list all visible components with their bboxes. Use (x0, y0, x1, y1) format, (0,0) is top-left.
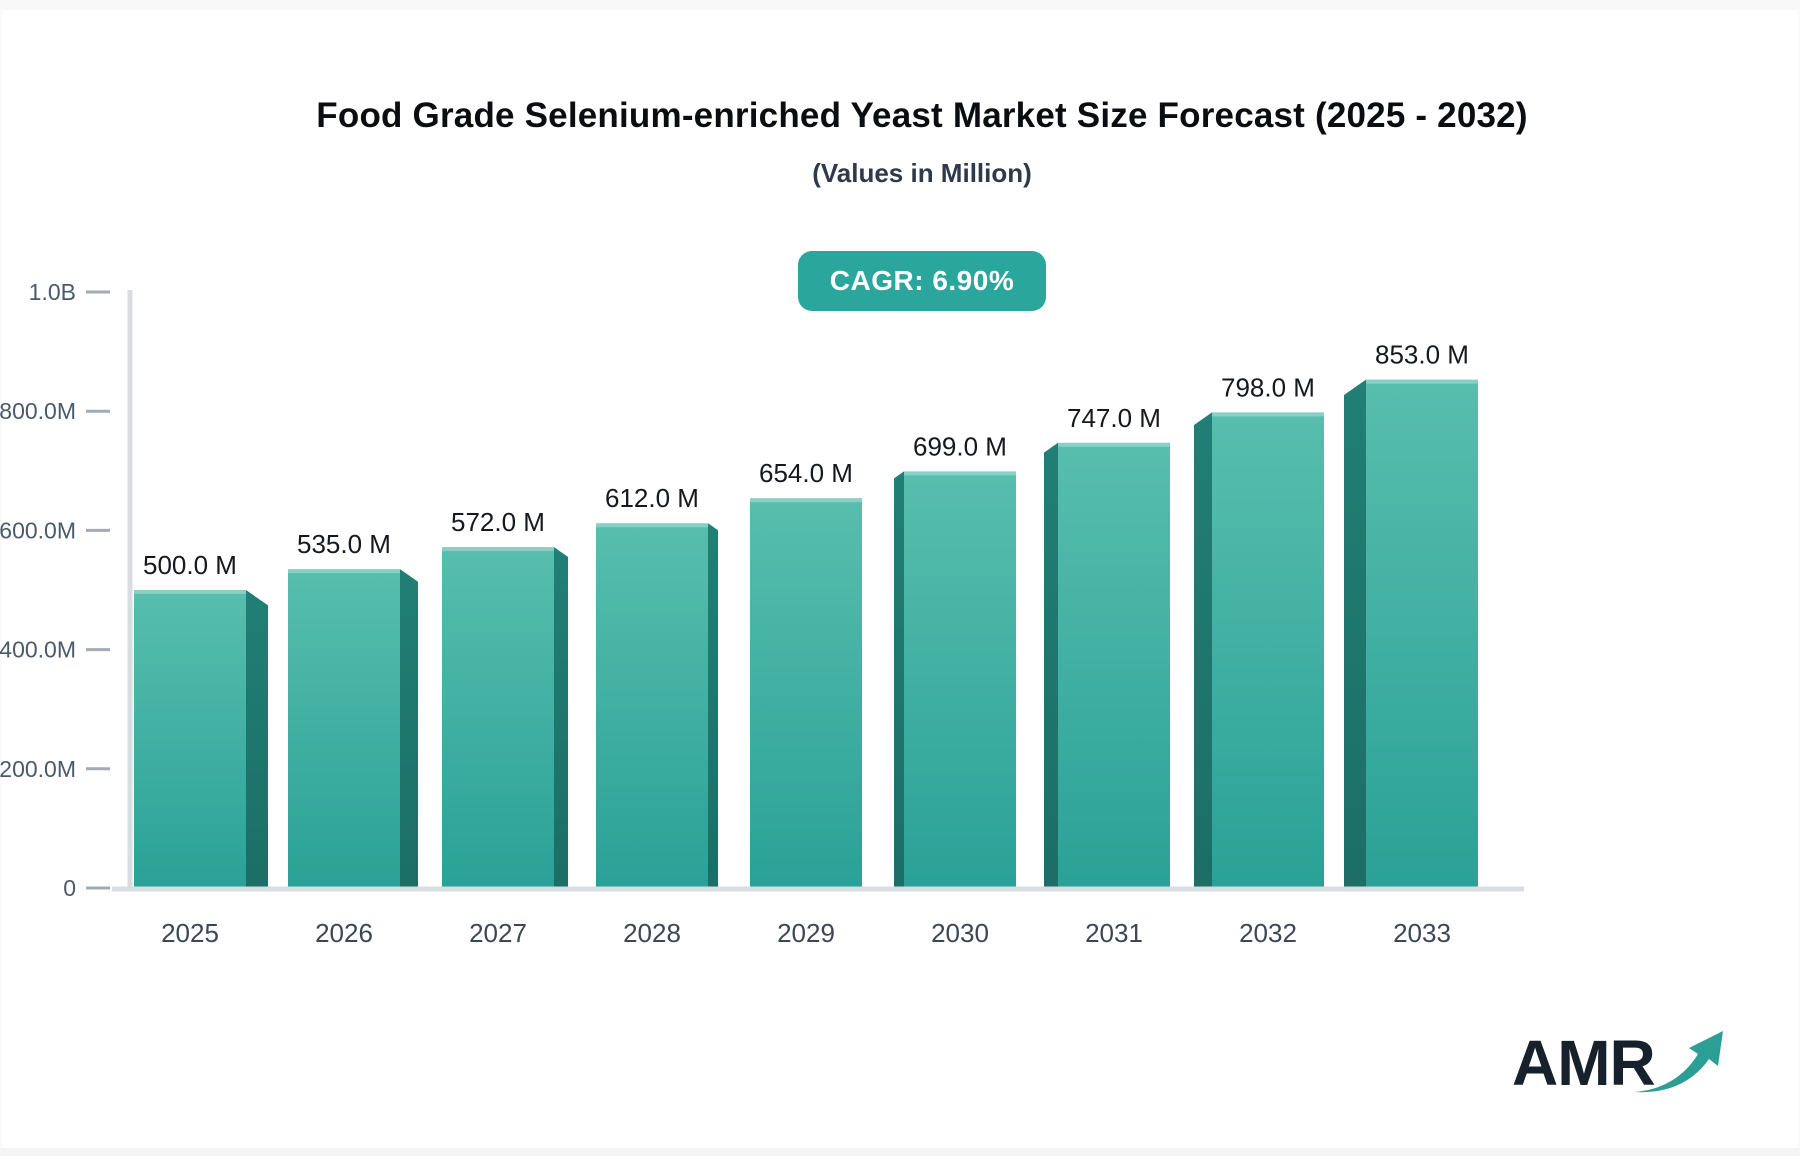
bar-value-label: 798.0 M (1221, 372, 1315, 402)
bar (442, 547, 554, 888)
bar (134, 590, 246, 888)
bar-group-2026 (288, 569, 418, 888)
bar-side-face (1044, 442, 1058, 888)
bar-top-highlight (442, 547, 554, 552)
bar-value-label: 500.0 M (143, 550, 237, 580)
bar-top-highlight (134, 590, 246, 594)
bar-value-label: 747.0 M (1067, 403, 1161, 433)
bar-group-2027 (442, 547, 568, 888)
x-tick-label: 2028 (623, 918, 681, 948)
bar-group-2029 (750, 498, 862, 888)
x-tick-label: 2025 (161, 918, 219, 948)
bar-group-2028 (596, 523, 718, 888)
bar (1366, 379, 1478, 888)
bar (1212, 412, 1324, 888)
bar-group-2033 (1344, 379, 1478, 888)
bar-top-highlight (1058, 442, 1170, 447)
y-tick-label: 200.0M (0, 756, 76, 782)
y-tick-label: 1.0B (29, 279, 76, 305)
bar-top-highlight (904, 471, 1016, 476)
bar-group-2030 (894, 471, 1016, 888)
y-tick-label: 800.0M (0, 398, 76, 424)
bar (904, 471, 1016, 888)
chart-content: Food Grade Selenium-enriched Yeast Marke… (44, 0, 1800, 1156)
x-tick-label: 2027 (469, 918, 527, 948)
bar-top-highlight (750, 498, 862, 503)
x-tick-label: 2029 (777, 918, 835, 948)
bar-value-label: 612.0 M (605, 483, 699, 513)
bar-value-label: 535.0 M (297, 529, 391, 559)
y-tick-label: 0 (63, 875, 76, 901)
x-tick-label: 2026 (315, 918, 373, 948)
chart-title: Food Grade Selenium-enriched Yeast Marke… (316, 96, 1528, 135)
bar (1058, 442, 1170, 888)
cagr-badge: CAGR: 6.90% (797, 251, 1047, 311)
bar-side-face (554, 547, 568, 888)
bar-value-label: 853.0 M (1375, 340, 1469, 370)
y-tick-label: 600.0M (0, 517, 76, 543)
bar-value-label: 654.0 M (759, 458, 853, 488)
bar-group-2032 (1194, 412, 1324, 888)
chart-subtitle: (Values in Million) (812, 158, 1032, 188)
trend-up-arrow-icon (1634, 1031, 1723, 1093)
bar-side-face (246, 590, 268, 888)
bar (288, 569, 400, 888)
bar-side-face (708, 523, 718, 888)
bar (596, 523, 708, 888)
amr-logo: AMR (1512, 1026, 1723, 1104)
x-tick-label: 2032 (1239, 918, 1297, 948)
bar-group-2025 (134, 590, 268, 888)
bar-top-highlight (1366, 379, 1478, 384)
bar-value-label: 699.0 M (913, 431, 1007, 461)
x-tick-label: 2031 (1085, 918, 1143, 948)
amr-logo-text: AMR (1512, 1027, 1656, 1099)
bar-top-highlight (596, 523, 708, 528)
x-tick-label: 2030 (931, 918, 989, 948)
bar-side-face (1194, 412, 1212, 888)
y-tick-label: 400.0M (0, 637, 76, 663)
bar-side-face (1344, 379, 1366, 888)
bar-side-face (400, 569, 418, 888)
bar-top-highlight (288, 569, 400, 574)
x-tick-label: 2033 (1393, 918, 1451, 948)
bar-top-highlight (1212, 412, 1324, 417)
bar (750, 498, 862, 888)
bar-value-label: 572.0 M (451, 507, 545, 537)
bar-group-2031 (1044, 442, 1170, 888)
bar-side-face (894, 471, 904, 888)
